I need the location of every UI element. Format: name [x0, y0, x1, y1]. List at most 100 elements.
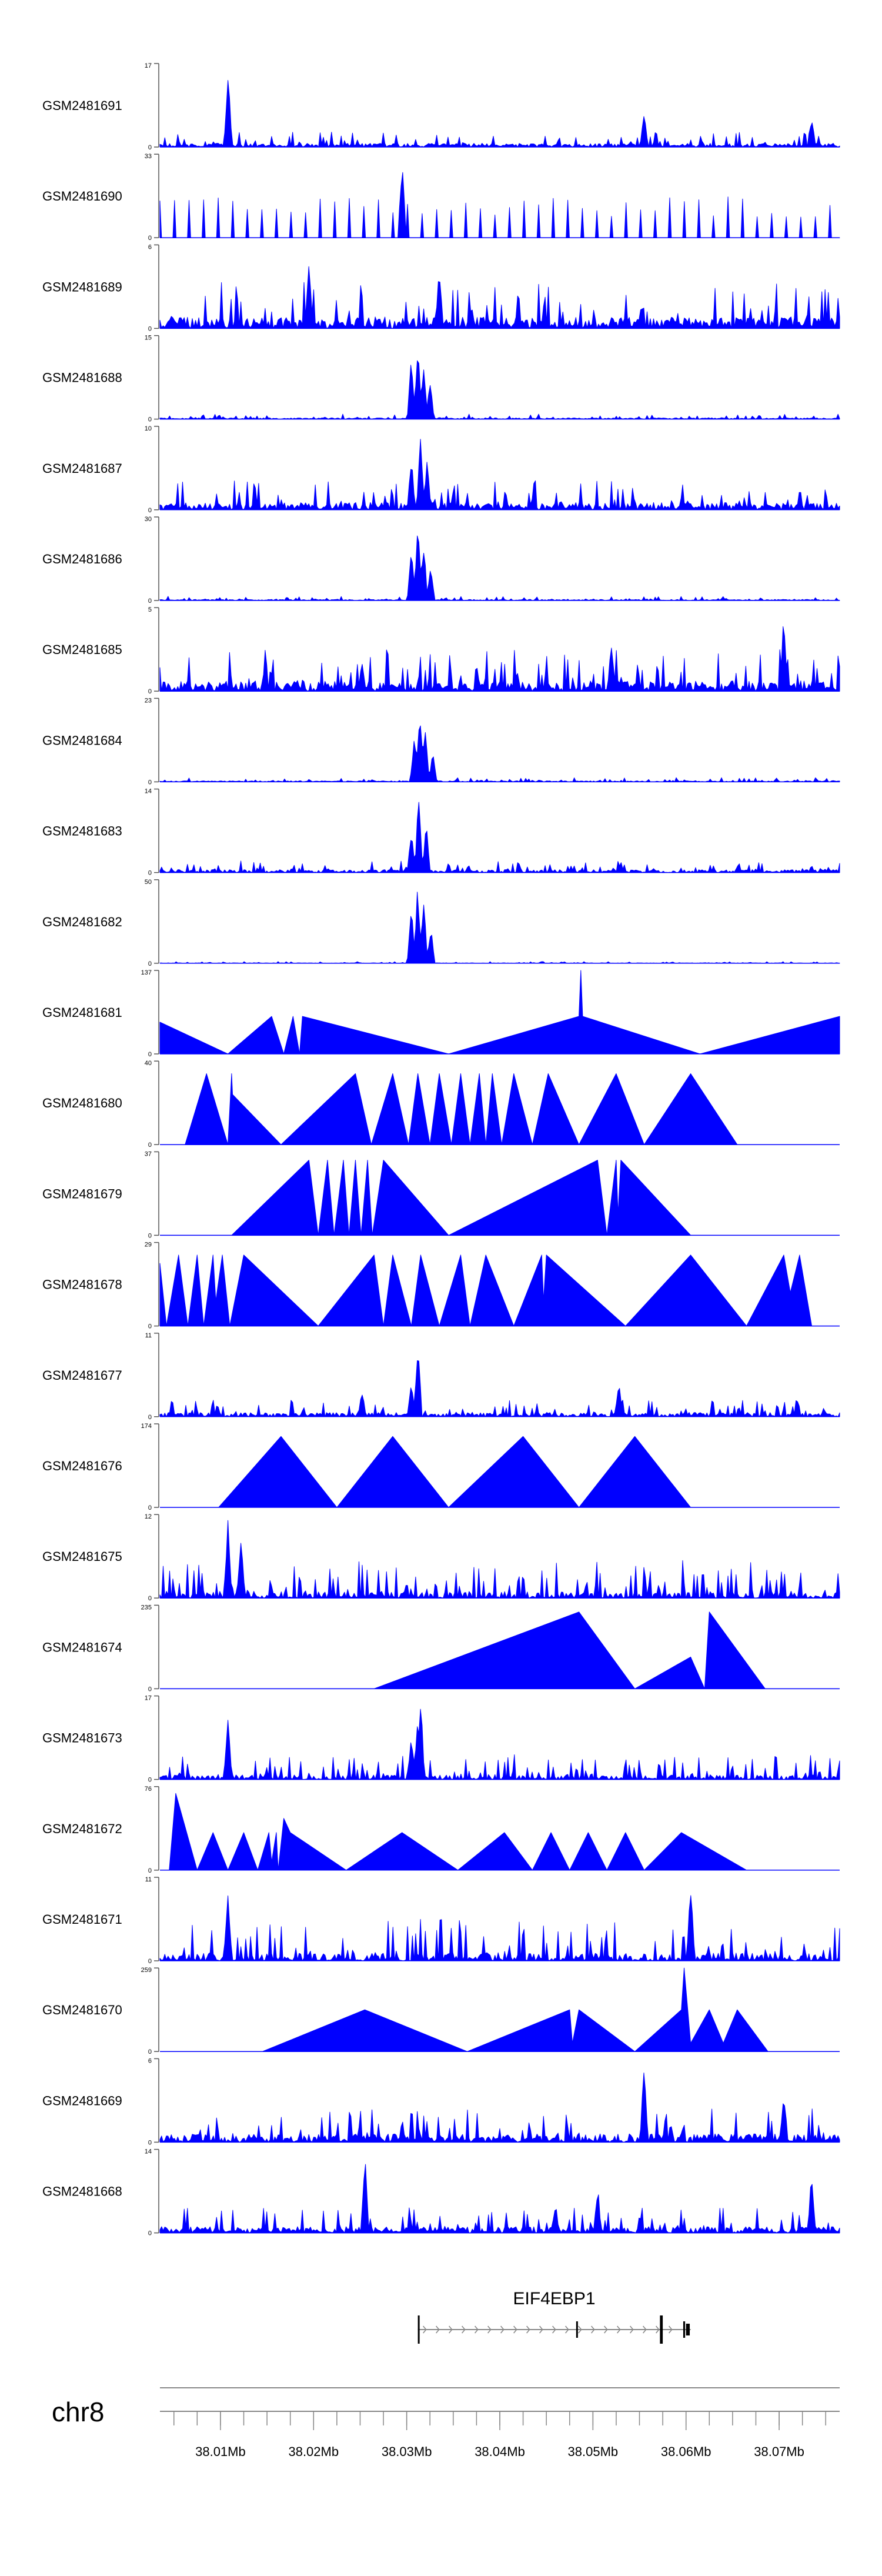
gene-annotation-track: EIF4EBP1 — [417, 2289, 691, 2344]
strand-arrow — [513, 2325, 517, 2334]
track: GSM2481674 235 0 — [42, 1604, 840, 1693]
coverage-area — [159, 1709, 840, 1780]
strand-arrow — [500, 2325, 505, 2334]
y-max-label: 33 — [145, 153, 152, 160]
coverage-area — [169, 1793, 747, 1871]
track: GSM2481669 6 0 — [42, 2057, 840, 2146]
y-max-label: 30 — [145, 516, 152, 523]
coverage-area — [159, 2164, 840, 2234]
y-min-label: 0 — [148, 1595, 152, 1602]
track-label: GSM2481680 — [42, 1096, 122, 1110]
strand-arrow — [475, 2325, 479, 2334]
track-label: GSM2481677 — [42, 1368, 122, 1383]
coverage-area — [159, 80, 840, 148]
track-label: GSM2481688 — [42, 371, 122, 385]
y-max-label: 259 — [141, 1967, 152, 1974]
y-max-label: 6 — [148, 243, 152, 251]
track-label: GSM2481676 — [42, 1459, 122, 1473]
strand-arrow — [565, 2325, 569, 2334]
track: GSM2481681 137 0 — [42, 969, 840, 1058]
coverage-area — [159, 1520, 840, 1599]
track-label: GSM2481690 — [42, 189, 122, 203]
track: GSM2481676 174 0 — [42, 1423, 840, 1511]
strand-arrow — [449, 2325, 453, 2334]
y-min-label: 0 — [148, 144, 152, 151]
track: GSM2481682 50 0 — [42, 879, 840, 967]
x-tick-label: 38.06Mb — [661, 2444, 711, 2459]
track-label: GSM2481675 — [42, 1549, 122, 1564]
y-max-label: 29 — [145, 1242, 152, 1249]
y-max-label: 17 — [145, 62, 152, 69]
y-max-label: 11 — [145, 1332, 152, 1339]
genome-axis-track: chr8 38.01Mb 38.02Mb 38.03Mb 38.04Mb 38.05Mb… — [52, 2387, 840, 2459]
strand-arrow — [423, 2325, 427, 2334]
gene-exon — [417, 2315, 420, 2344]
strand-arrow — [604, 2325, 608, 2334]
coverage-area — [185, 1073, 738, 1145]
y-min-label: 0 — [148, 1777, 152, 1784]
track: GSM2481683 14 0 — [42, 788, 840, 877]
y-min-label: 0 — [148, 1142, 152, 1149]
strand-arrow — [462, 2325, 466, 2334]
x-tick-label: 38.01Mb — [195, 2444, 246, 2459]
y-max-label: 50 — [145, 879, 152, 886]
y-min-label: 0 — [148, 598, 152, 605]
y-min-label: 0 — [148, 1504, 152, 1511]
coverage-area — [159, 802, 840, 873]
strand-arrow — [526, 2325, 530, 2334]
track-label: GSM2481670 — [42, 2003, 122, 2017]
track: GSM2481690 33 0 — [42, 153, 840, 242]
track-label: GSM2481671 — [42, 1912, 122, 1927]
strand-arrow — [630, 2325, 634, 2334]
track: GSM2481672 76 0 — [42, 1786, 840, 1874]
coverage-area — [159, 535, 840, 601]
y-max-label: 23 — [145, 697, 152, 704]
track-label: GSM2481678 — [42, 1277, 122, 1292]
track-label: GSM2481687 — [42, 461, 122, 476]
track-label: GSM2481689 — [42, 279, 122, 294]
y-max-label: 76 — [145, 1786, 152, 1793]
y-min-label: 0 — [148, 1414, 152, 1421]
track: GSM2481687 10 0 — [42, 425, 840, 514]
y-max-label: 137 — [141, 969, 152, 976]
track: GSM2481689 6 0 — [42, 243, 840, 332]
coverage-area — [159, 360, 840, 420]
track-label: GSM2481674 — [42, 1640, 122, 1654]
track: GSM2481679 37 0 — [42, 1150, 840, 1239]
track: GSM2481675 12 0 — [42, 1513, 840, 1602]
y-max-label: 40 — [145, 1060, 152, 1067]
y-min-label: 0 — [148, 960, 152, 967]
coverage-area — [373, 1611, 766, 1689]
y-max-label: 6 — [148, 2057, 152, 2064]
y-max-label: 5 — [148, 606, 152, 613]
track-label: GSM2481683 — [42, 824, 122, 839]
coverage-area — [159, 439, 840, 510]
x-tick-label: 38.05Mb — [568, 2444, 619, 2459]
gene-exon — [683, 2321, 686, 2338]
gene-exon — [660, 2315, 663, 2344]
y-max-label: 37 — [145, 1150, 152, 1157]
track-label: GSM2481681 — [42, 1005, 122, 1020]
y-min-label: 0 — [148, 1232, 152, 1239]
y-min-label: 0 — [148, 416, 152, 423]
y-max-label: 17 — [145, 1695, 152, 1702]
y-max-label: 15 — [145, 335, 152, 342]
coverage-area — [159, 970, 840, 1055]
coverage-tracks: GSM2481691170GSM2481690330GSM248168960GS… — [42, 62, 840, 2237]
track-label: GSM2481668 — [42, 2184, 122, 2199]
gene-exon — [686, 2324, 690, 2335]
strand-arrow — [539, 2325, 543, 2334]
y-min-label: 0 — [148, 688, 152, 695]
x-tick-label: 38.04Mb — [475, 2444, 525, 2459]
track: GSM2481686 30 0 — [42, 516, 840, 605]
coverage-area — [159, 2073, 840, 2143]
track: GSM2481670 259 0 — [42, 1967, 840, 2056]
y-min-label: 0 — [148, 1686, 152, 1693]
genome-axis: 38.01Mb 38.02Mb 38.03Mb 38.04Mb 38.05Mb 38.06… — [160, 2387, 840, 2459]
strand-arrow — [643, 2325, 647, 2334]
track: GSM2481678 29 0 — [42, 1242, 840, 1330]
y-min-label: 0 — [148, 779, 152, 786]
y-min-label: 0 — [148, 1867, 152, 1874]
x-tick-label: 38.02Mb — [288, 2444, 339, 2459]
